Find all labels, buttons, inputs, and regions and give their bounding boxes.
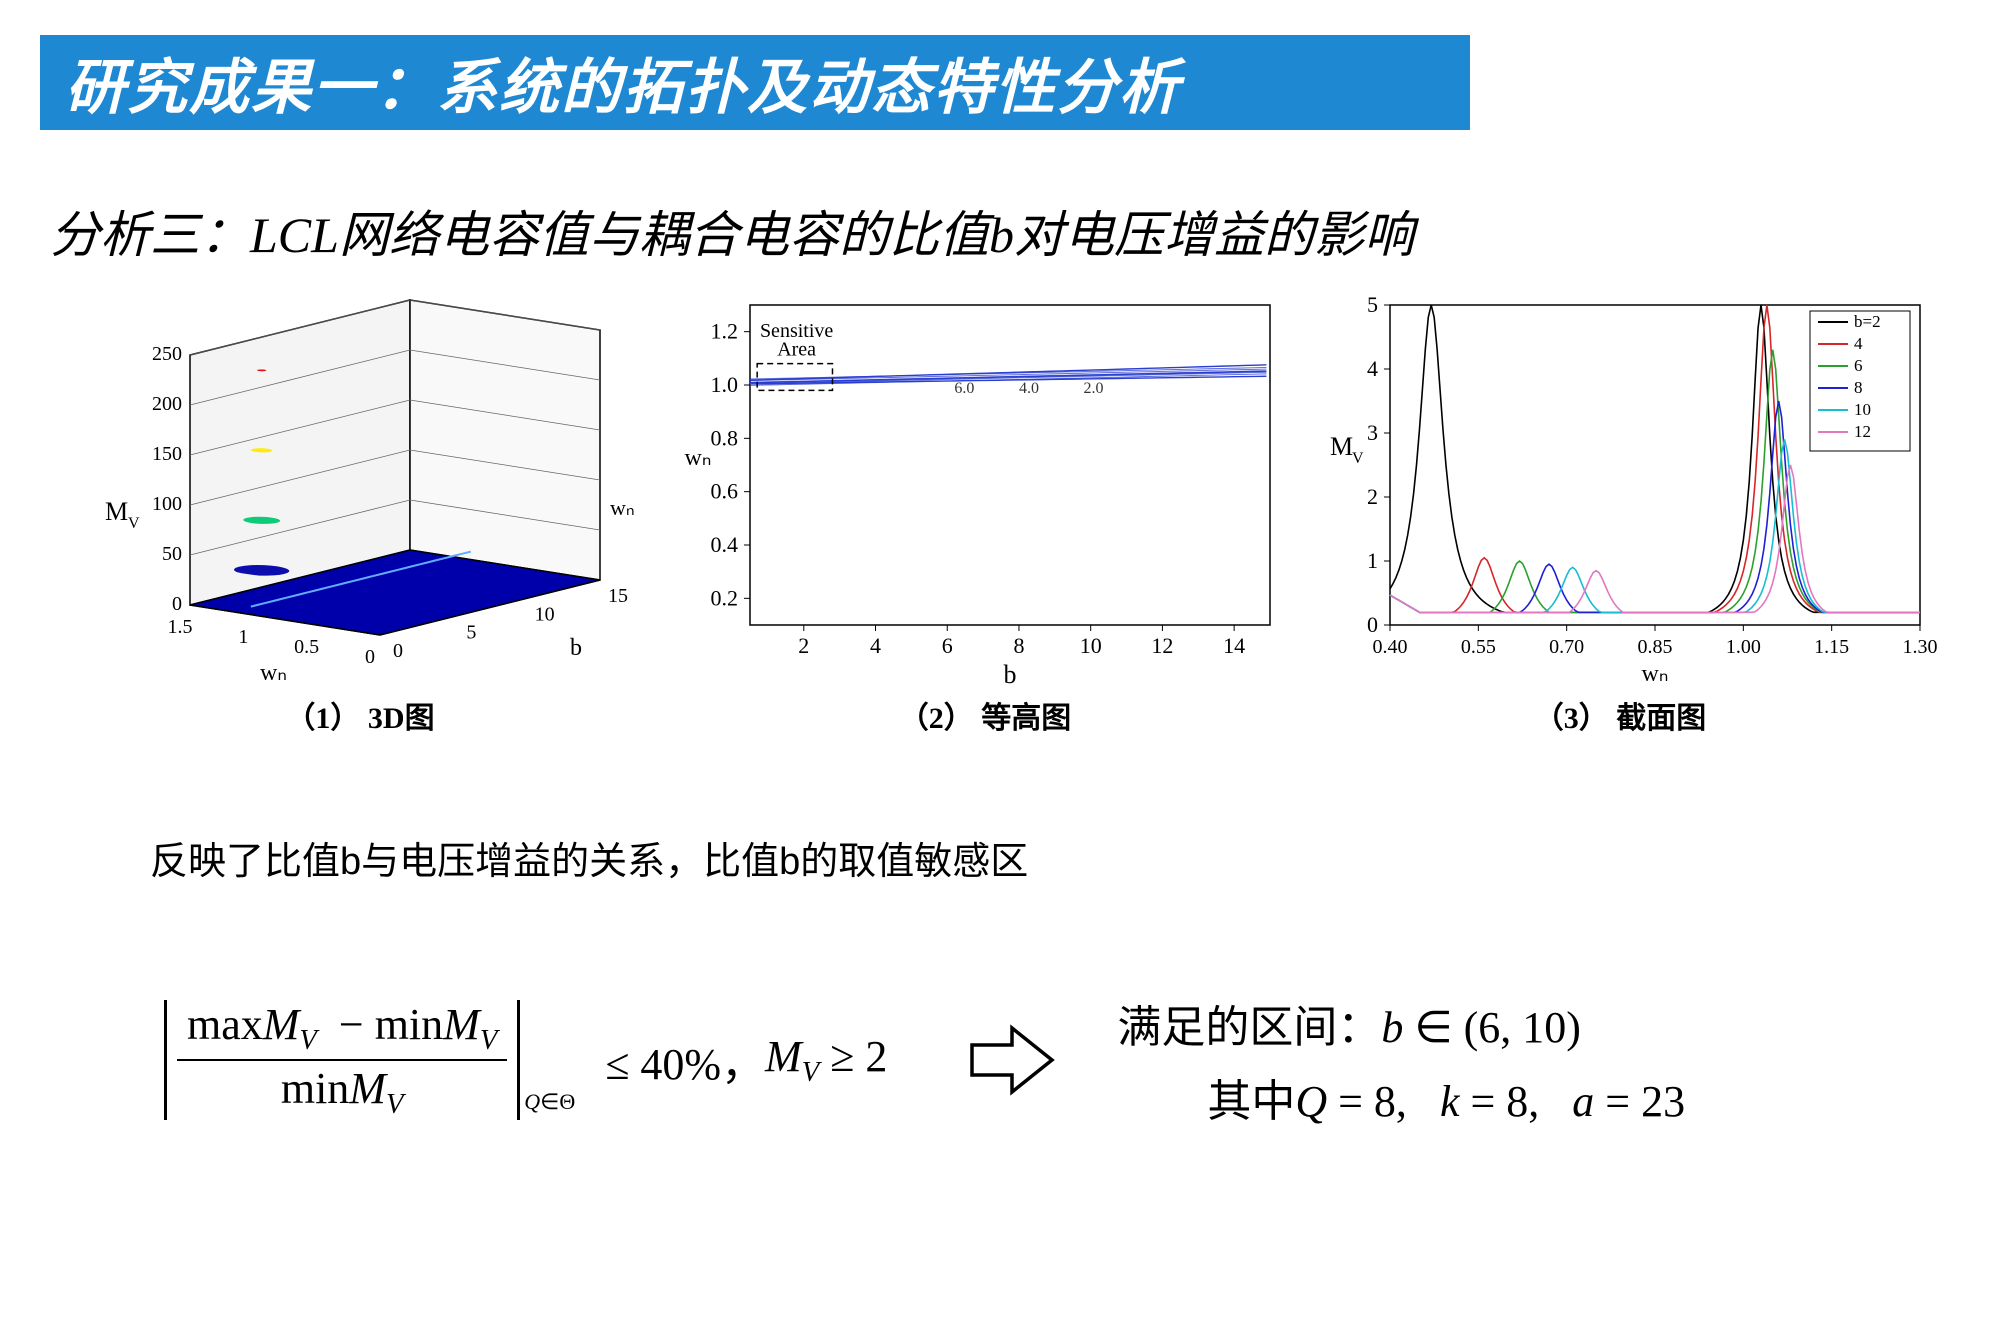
svg-text:wₙ: wₙ	[685, 445, 712, 471]
chart-3d-caption: （1） 3D图	[285, 693, 434, 737]
svg-text:12: 12	[1854, 422, 1871, 441]
fraction: maxMV − minMV minMV	[177, 997, 507, 1123]
svg-text:15: 15	[608, 585, 628, 607]
svg-text:1.00: 1.00	[1726, 636, 1761, 658]
svg-text:b: b	[570, 635, 582, 661]
chart-3d: 05010015020025000.511.5051015MVwₙbwₙ	[50, 285, 670, 685]
svg-text:0.2: 0.2	[711, 585, 739, 610]
svg-text:1.0: 1.0	[711, 372, 739, 397]
svg-text:8: 8	[1854, 378, 1863, 397]
svg-text:150: 150	[152, 443, 182, 465]
svg-text:b: b	[1004, 660, 1017, 685]
formula-result: 满足的区间：b ∈ (6, 10) 其中Q = 8, k = 8, a = 23	[1117, 991, 1685, 1129]
chart-section-caption: （3） 截面图	[1534, 693, 1707, 737]
result-line2: 其中Q = 8, k = 8, a = 23	[1207, 1065, 1685, 1129]
svg-text:V: V	[1352, 450, 1364, 467]
chart-section: 0.400.550.700.851.001.151.30012345b=2468…	[1300, 285, 1940, 685]
svg-text:3: 3	[1367, 420, 1378, 445]
svg-text:0: 0	[172, 593, 182, 615]
formula-condition: Q∈Θ	[524, 1089, 575, 1115]
svg-text:2: 2	[798, 633, 809, 658]
chart-contour: 24681012140.20.40.60.81.01.26.04.02.0Sen…	[680, 285, 1290, 685]
svg-text:250: 250	[152, 343, 182, 365]
svg-text:0.85: 0.85	[1638, 636, 1673, 658]
svg-text:6.0: 6.0	[954, 380, 974, 397]
svg-text:b=2: b=2	[1854, 312, 1881, 331]
svg-text:0: 0	[365, 646, 375, 668]
svg-text:0: 0	[1367, 612, 1378, 637]
svg-text:200: 200	[152, 393, 182, 415]
svg-text:1.2: 1.2	[711, 319, 739, 344]
charts-row: 05010015020025000.511.5051015MVwₙbwₙ （1）…	[50, 285, 1950, 745]
svg-text:V: V	[128, 515, 140, 532]
svg-text:100: 100	[152, 493, 182, 515]
svg-text:1: 1	[1367, 548, 1378, 573]
description-text: 反映了比值b与电压增益的关系，比值b的取值敏感区	[150, 830, 1028, 885]
svg-text:5: 5	[466, 622, 476, 644]
svg-text:10: 10	[1854, 400, 1871, 419]
chart-contour-caption: （2） 等高图	[899, 693, 1072, 737]
title-bar: 研究成果一：系统的拓扑及动态特性分析	[40, 35, 1470, 130]
formula-rhs2: MV ≥ 2	[765, 1031, 887, 1089]
svg-text:M: M	[1330, 432, 1353, 461]
arrow-icon	[967, 1020, 1057, 1100]
svg-text:50: 50	[162, 543, 182, 565]
result-line1: 满足的区间：b ∈ (6, 10)	[1117, 991, 1685, 1055]
formula-row: maxMV − minMV minMV Q∈Θ ≤ 40%， MV ≥ 2 满足…	[160, 960, 1910, 1160]
svg-text:5: 5	[1367, 292, 1378, 317]
svg-text:4: 4	[1854, 334, 1863, 353]
frac-numerator: maxMV − minMV	[177, 997, 507, 1061]
svg-text:0.8: 0.8	[711, 425, 739, 450]
svg-text:8: 8	[1013, 633, 1024, 658]
svg-text:4: 4	[870, 633, 881, 658]
subtitle: 分析三：LCL网络电容值与耦合电容的比值b对电压增益的影响	[50, 195, 1414, 267]
svg-text:4: 4	[1367, 356, 1378, 381]
svg-text:0: 0	[393, 640, 403, 662]
svg-text:2.0: 2.0	[1084, 380, 1104, 397]
svg-text:0.55: 0.55	[1461, 636, 1496, 658]
svg-text:10: 10	[535, 603, 555, 625]
svg-text:14: 14	[1223, 633, 1245, 658]
svg-text:1: 1	[238, 626, 248, 648]
svg-text:0.5: 0.5	[294, 636, 319, 658]
svg-text:2: 2	[1367, 484, 1378, 509]
svg-text:0.40: 0.40	[1373, 636, 1408, 658]
abs-bar-right	[517, 1000, 520, 1120]
svg-text:0.6: 0.6	[711, 479, 739, 504]
svg-text:1.15: 1.15	[1814, 636, 1849, 658]
svg-text:12: 12	[1151, 633, 1173, 658]
svg-text:M: M	[105, 497, 128, 526]
svg-text:6: 6	[942, 633, 953, 658]
chart-section-wrap: 0.400.550.700.851.001.151.30012345b=2468…	[1300, 285, 1940, 745]
svg-text:Area: Area	[777, 339, 816, 361]
page-title: 研究成果一：系统的拓扑及动态特性分析	[65, 39, 1181, 126]
svg-text:0.70: 0.70	[1549, 636, 1584, 658]
svg-text:wₙ: wₙ	[1642, 661, 1669, 685]
svg-text:wₙ: wₙ	[260, 660, 287, 685]
svg-text:1.5: 1.5	[168, 616, 193, 638]
frac-denominator: minMV	[271, 1061, 414, 1123]
chart-3d-wrap: 05010015020025000.511.5051015MVwₙbwₙ （1）…	[50, 285, 670, 745]
svg-text:1.30: 1.30	[1903, 636, 1938, 658]
svg-text:6: 6	[1854, 356, 1863, 375]
formula-left: maxMV − minMV minMV Q∈Θ ≤ 40%， MV ≥ 2	[160, 997, 887, 1123]
svg-text:wₙ: wₙ	[610, 495, 635, 520]
formula-rhs1: ≤ 40%，	[605, 1028, 765, 1092]
svg-text:4.0: 4.0	[1019, 380, 1039, 397]
svg-text:10: 10	[1080, 633, 1102, 658]
chart-contour-wrap: 24681012140.20.40.60.81.01.26.04.02.0Sen…	[680, 285, 1290, 745]
svg-text:0.4: 0.4	[711, 532, 739, 557]
abs-bar-left	[164, 1000, 167, 1120]
